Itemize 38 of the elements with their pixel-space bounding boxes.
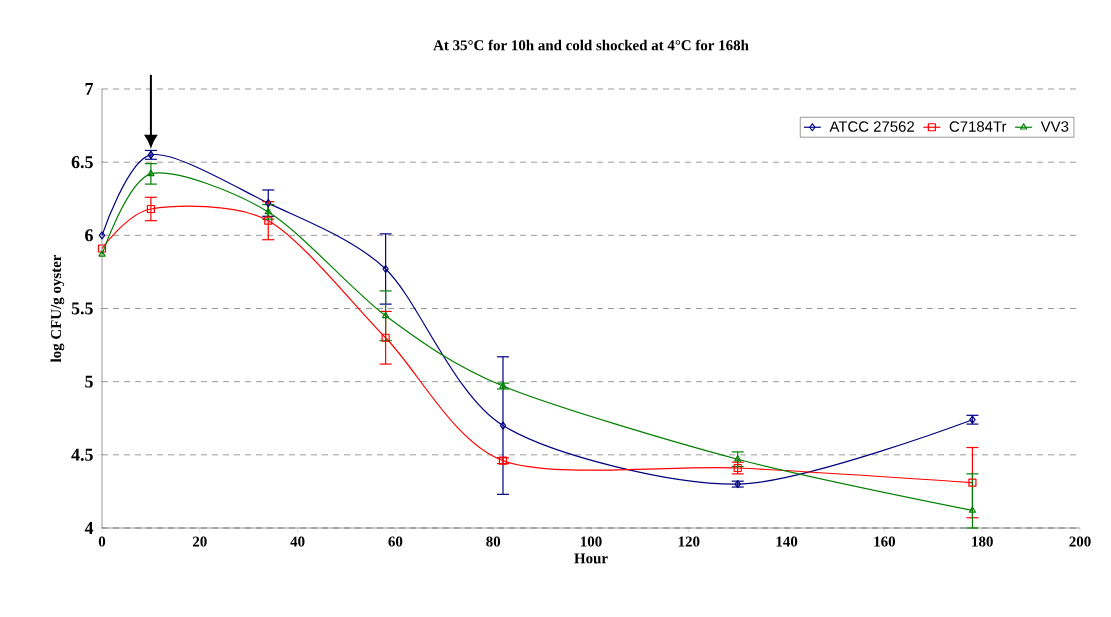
- point: [734, 455, 742, 462]
- x-tick-label: 160: [874, 536, 896, 547]
- y-tick-label: 6: [85, 229, 93, 242]
- legend-label: ATCC 27562: [829, 121, 914, 132]
- x-tick-label: 100: [581, 536, 602, 547]
- x-tick-label: 180: [972, 536, 993, 547]
- point: [968, 478, 977, 487]
- y-tick-label: 5: [85, 375, 93, 388]
- x-tick-label: 120: [678, 536, 700, 547]
- x-tick-label: 20: [192, 536, 207, 547]
- legend-label: C7184Tr: [949, 121, 1007, 132]
- y-tick-label: 7: [85, 83, 94, 95]
- point: [98, 231, 106, 240]
- point: [97, 244, 107, 253]
- x-tick-label: 200: [1069, 536, 1091, 547]
- point: [98, 250, 106, 257]
- legend-label: VV3: [1040, 121, 1069, 132]
- point: [264, 216, 273, 225]
- y-tick-label: 4.5: [71, 448, 93, 461]
- point: [968, 506, 977, 513]
- x-tick-label: 40: [290, 536, 305, 547]
- x-tick-label: 60: [388, 536, 403, 547]
- point: [146, 204, 155, 214]
- x-tick-label: 80: [486, 536, 501, 547]
- y-tick-label: 6.5: [71, 156, 93, 169]
- point: [381, 333, 390, 342]
- point: [499, 421, 507, 430]
- point: [382, 264, 389, 274]
- x-tick-label: 0: [98, 536, 106, 547]
- point: [147, 169, 155, 177]
- point: [265, 199, 272, 208]
- y-axis-title: log CFU/g oyster: [50, 254, 65, 363]
- x-axis-title: Hour: [574, 553, 608, 564]
- point: [381, 311, 390, 319]
- x-tick-label: 140: [776, 536, 798, 547]
- y-tick-label: 4: [84, 522, 94, 534]
- chart-title: At 35°C for 10h and cold shocked at 4°C for 168h: [433, 39, 749, 51]
- y-tick-label: 5.5: [71, 302, 93, 315]
